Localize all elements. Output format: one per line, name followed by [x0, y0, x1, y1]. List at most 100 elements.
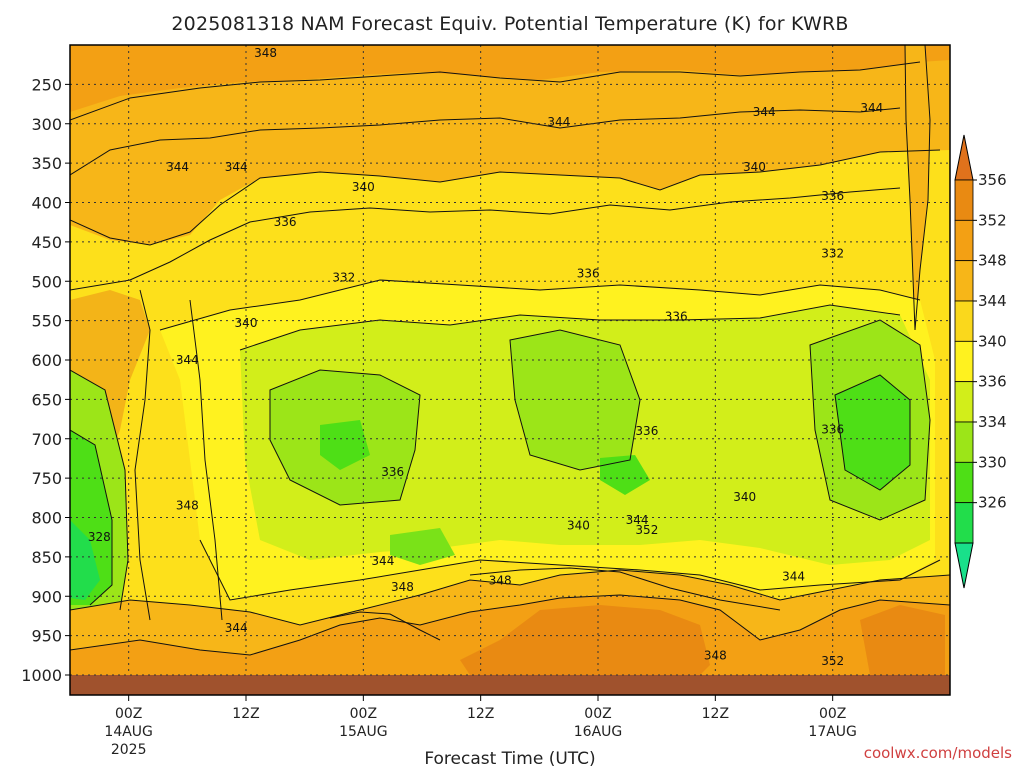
x-tick-date: 14AUG	[104, 724, 153, 740]
x-tick-label: 00Z	[115, 706, 142, 722]
field-upper-warm	[70, 45, 950, 245]
contour-label: 336	[821, 422, 844, 436]
contour-label: 336	[577, 266, 600, 280]
y-tick-label: 300	[31, 115, 62, 134]
x-tick-label: 12Z	[702, 706, 729, 722]
colorbar-label: 340	[978, 332, 1007, 350]
y-tick-label: 850	[31, 548, 62, 567]
y-tick-label: 550	[31, 312, 62, 331]
y-axis: 250 300 350 400 450 500 550 600 650 700 750 800 850 9…	[21, 75, 70, 685]
plot-area: 348 344 344 344 344 344 340 340 336 336 332 336 332 3…	[70, 45, 950, 695]
field-low-356	[460, 605, 710, 675]
contour-label: 348	[489, 574, 512, 588]
colorbar-band	[954, 179, 974, 221]
contour-label: 344	[166, 160, 189, 174]
ground-strip	[70, 675, 950, 695]
y-tick-label: 350	[31, 154, 62, 173]
field-top-orange	[70, 45, 950, 112]
contour-label: 344	[626, 513, 649, 527]
y-tick-label: 700	[31, 430, 62, 449]
contour-label: 344	[225, 621, 248, 635]
contour-label: 344	[860, 101, 883, 115]
contour-label: 344	[225, 160, 248, 174]
contour-label: 348	[391, 580, 414, 594]
y-tick-label: 650	[31, 390, 62, 409]
x-axis-label: Forecast Time (UTC)	[424, 749, 595, 768]
y-tick-label: 500	[31, 272, 62, 291]
contour-label: 344	[547, 115, 570, 129]
contour-label: 340	[567, 518, 590, 532]
colorbar-band	[954, 260, 974, 302]
y-tick-label: 1000	[21, 666, 62, 685]
contour-label: 336	[274, 215, 297, 229]
colorbar-arrow-top	[954, 134, 974, 181]
contour-label: 340	[743, 160, 766, 174]
contour-label: 344	[753, 105, 776, 119]
colorbar-label: 336	[978, 373, 1007, 391]
field-mid-330-a	[835, 375, 910, 490]
field-left-core-326	[70, 520, 100, 600]
y-tick-label: 950	[31, 627, 62, 646]
x-tick-label: 00Z	[350, 706, 377, 722]
contour-label: 332	[821, 247, 844, 261]
colorbar-label: 352	[978, 211, 1007, 229]
x-tick-label: 12Z	[232, 706, 259, 722]
contour-label: 340	[352, 180, 375, 194]
contour-label: 340	[235, 316, 258, 330]
chart-title: 2025081318 NAM Forecast Equiv. Potential…	[171, 13, 848, 35]
contour-label: 352	[821, 654, 844, 668]
y-tick-label: 450	[31, 233, 62, 252]
y-tick-label: 250	[31, 75, 62, 94]
colorbar: 356 352 348 344 340 336 334 330 326	[954, 134, 1007, 589]
colorbar-label: 326	[978, 494, 1007, 512]
contour-label: 344	[371, 554, 394, 568]
contour-label: 352	[635, 523, 658, 537]
field-low-356-b	[860, 605, 945, 675]
x-tick-label: 12Z	[467, 706, 494, 722]
y-tick-label: 600	[31, 351, 62, 370]
colorbar-band	[954, 300, 974, 342]
x-axis: 00Z 14AUG 2025 12Z 00Z 15AUG 12Z 00Z 16AUG 12Z 00Z…	[104, 695, 857, 758]
plot-frame	[69, 44, 951, 696]
colorbar-band	[954, 219, 974, 262]
field-mid-330-c	[600, 455, 650, 495]
contour-label: 336	[665, 310, 688, 324]
colorbar-band	[954, 461, 974, 504]
x-tick-year: 2025	[111, 742, 147, 758]
y-tick-label: 800	[31, 509, 62, 528]
y-tick-label: 400	[31, 194, 62, 213]
contour-labels: 348 344 344 344 344 344 340 340 336 336 332 336 332 3…	[88, 46, 883, 668]
colorbar-band	[954, 421, 974, 463]
contour-label: 332	[332, 270, 355, 284]
contour-lines	[70, 45, 950, 656]
contour-label: 344	[176, 353, 199, 367]
x-tick-date: 16AUG	[574, 724, 623, 740]
y-gridlines	[70, 45, 950, 676]
y-tick-label: 900	[31, 587, 62, 606]
colorbar-arrow-bottom	[954, 542, 974, 589]
colorbar-band	[954, 381, 974, 423]
colorbar-label: 344	[978, 292, 1007, 310]
colorbar-label: 356	[978, 171, 1007, 189]
colorbar-band	[954, 502, 974, 544]
field-right-tongue	[905, 45, 930, 330]
contour-label: 344	[782, 570, 805, 584]
contour-label: 336	[381, 465, 404, 479]
field-mid-334-b	[510, 330, 640, 470]
contour-label: 336	[821, 189, 844, 203]
field-mid-330-b	[320, 420, 370, 470]
contour-label: 336	[635, 424, 658, 438]
colorbar-label: 334	[978, 413, 1007, 431]
colorbar-label: 348	[978, 252, 1007, 270]
contour-label: 348	[254, 46, 277, 60]
contour-label: 348	[704, 648, 727, 662]
y-tick-label: 750	[31, 469, 62, 488]
credit-text: coolwx.com/models	[864, 744, 1012, 762]
colorbar-label: 330	[978, 453, 1007, 471]
contour-label: 328	[88, 530, 111, 544]
contour-label: 340	[733, 490, 756, 504]
field-mid-330-d	[390, 528, 455, 565]
x-tick-date: 15AUG	[339, 724, 388, 740]
x-tick-label: 00Z	[584, 706, 611, 722]
